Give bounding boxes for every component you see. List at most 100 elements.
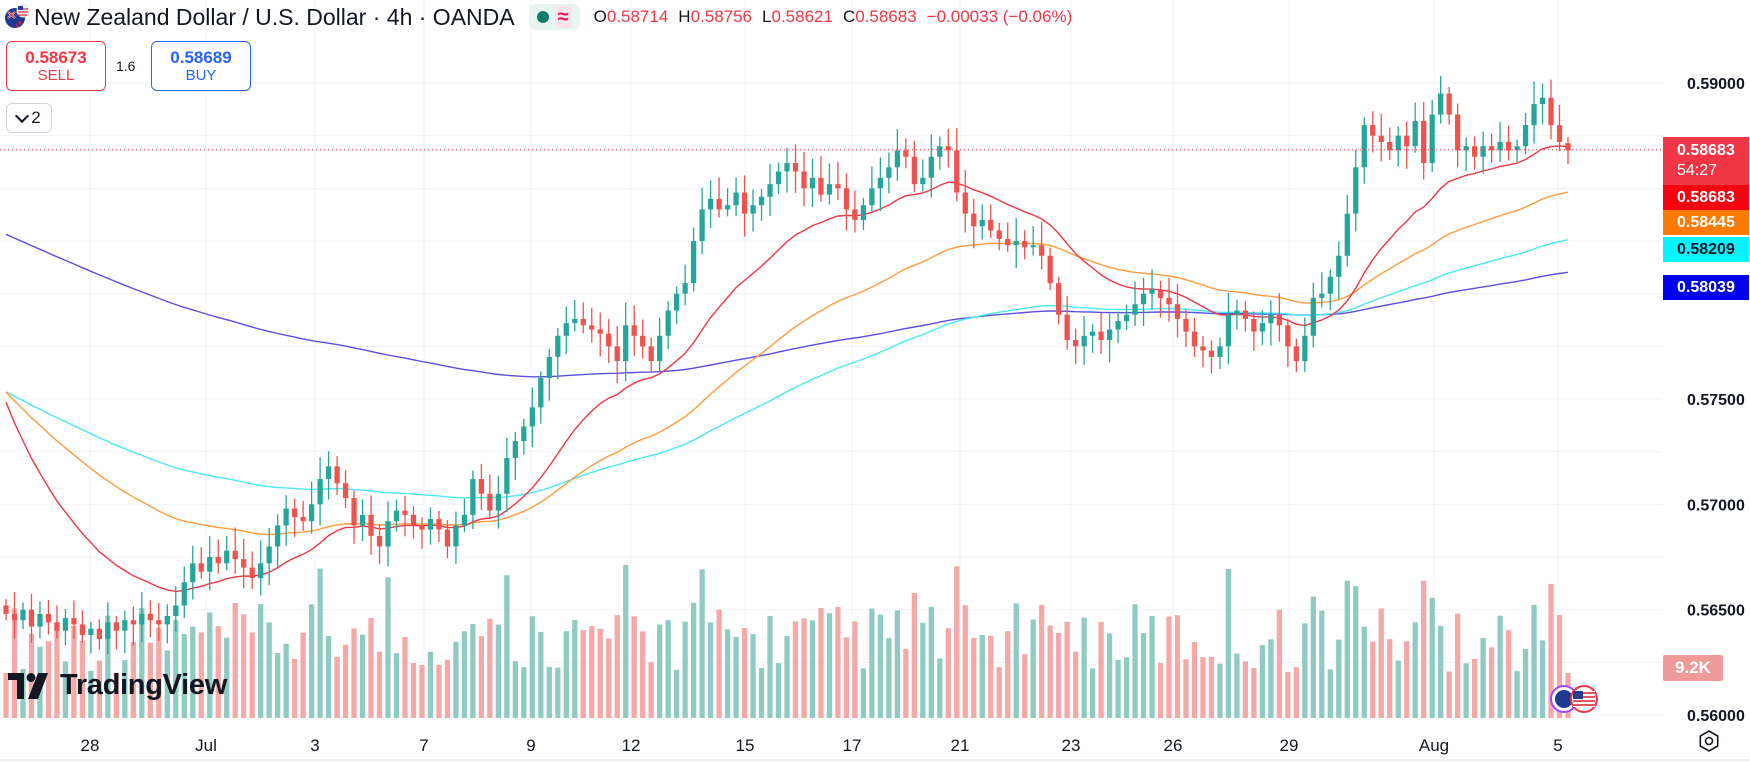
volume-bar — [690, 602, 697, 718]
volume-bar — [62, 661, 69, 718]
volume-bar — [614, 615, 620, 718]
settings-gear-icon[interactable] — [1698, 730, 1720, 752]
volume-bar — [1463, 663, 1469, 718]
candle-body — [699, 209, 705, 241]
volume-bar — [699, 569, 705, 718]
volume-bar — [903, 648, 909, 718]
candle-body — [801, 171, 807, 189]
candle-body — [1556, 125, 1563, 142]
volume-bar — [444, 659, 451, 718]
candle-body — [181, 582, 187, 606]
volume-bar — [258, 604, 264, 718]
candle-body — [623, 325, 629, 362]
candle-body — [3, 605, 9, 614]
candle-body — [606, 333, 612, 347]
volume-bar — [487, 618, 493, 718]
volume-bar — [470, 624, 476, 718]
volume-bar — [3, 673, 9, 718]
candle-body — [954, 150, 960, 193]
volume-bar — [1480, 637, 1486, 718]
candle-body — [427, 519, 434, 530]
volume-bar — [529, 616, 535, 718]
candle-body — [1251, 318, 1257, 332]
price-axis-labels: 0.59000 0.57500 0.57000 0.56500 0.56000 — [1687, 76, 1745, 725]
volume-bar — [419, 664, 425, 718]
volume-bar — [555, 667, 561, 718]
ma-mid-line — [5, 191, 1569, 536]
volume-bar — [147, 642, 153, 718]
volume-bar — [1030, 619, 1036, 718]
indicator-status-pill[interactable]: ≈ — [528, 4, 580, 30]
candle-body — [1404, 135, 1410, 147]
time-axis-label: 9 — [526, 736, 535, 755]
candle-body — [54, 622, 60, 631]
volume-bar — [1514, 671, 1520, 718]
indicators-toggle-button[interactable]: 2 — [6, 103, 52, 133]
volume-bar — [733, 636, 739, 718]
volume-bar — [623, 565, 629, 718]
candle-body — [928, 156, 934, 178]
volume-bar — [1319, 610, 1325, 718]
nzd-usd-flag-icon[interactable] — [4, 4, 30, 30]
candle-body — [784, 163, 790, 172]
volume-bar — [291, 658, 298, 718]
candle-body — [156, 620, 162, 625]
candle-body — [920, 177, 926, 185]
candlesticks — [3, 75, 1571, 655]
volume-bar — [1327, 669, 1333, 718]
volume-bar — [801, 618, 807, 718]
volume-bar — [427, 651, 434, 718]
candle-body — [393, 510, 400, 522]
buy-button[interactable]: 0.58689 BUY — [151, 41, 251, 91]
candle-body — [283, 508, 289, 526]
candle-body — [351, 498, 357, 526]
chevron-down-icon — [15, 108, 30, 123]
candle-body — [1438, 93, 1444, 115]
volume-bar — [860, 668, 867, 718]
volume-bar — [410, 663, 417, 718]
volume-bar — [937, 658, 943, 718]
volume-bar — [1089, 668, 1096, 718]
candle-body — [275, 525, 281, 547]
candle-body — [241, 559, 247, 568]
candle-body — [572, 318, 578, 324]
candle-body — [113, 622, 119, 631]
candle-body — [1378, 135, 1384, 142]
time-axis-label: 5 — [1553, 736, 1562, 755]
volume-bar — [971, 637, 977, 718]
candle-body — [504, 457, 510, 494]
candle-body — [1370, 125, 1376, 136]
candle-body — [826, 184, 833, 195]
candle-body — [1166, 297, 1172, 305]
candle-body — [894, 150, 900, 168]
sell-button[interactable]: 0.58673 SELL — [6, 41, 106, 91]
candle-body — [1539, 97, 1546, 105]
ma-long-tag: 0.58039 — [1663, 275, 1749, 300]
volume-bar — [928, 606, 934, 718]
candle-body — [538, 377, 544, 408]
symbol-title[interactable]: New Zealand Dollar / U.S. Dollar · 4h · … — [34, 3, 515, 30]
candle-body — [461, 514, 468, 526]
candle-body — [1302, 335, 1308, 362]
time-axis-label: 7 — [419, 736, 428, 755]
volume-bar — [308, 604, 315, 718]
volume-bar — [1200, 657, 1206, 718]
candle-body — [792, 163, 799, 172]
time-axis-label: 21 — [951, 736, 970, 755]
volume-bar — [1421, 580, 1427, 718]
volume-bar — [1361, 626, 1367, 718]
currency-flags-icon[interactable] — [1548, 682, 1604, 716]
volume-bar — [546, 666, 552, 718]
candle-body — [164, 615, 170, 625]
candle-body — [971, 213, 977, 227]
tradingview-logo[interactable]: TradingView — [8, 669, 227, 702]
volume-bar — [843, 637, 850, 718]
volume-bar — [1123, 657, 1130, 718]
candle-body — [1259, 323, 1266, 332]
candle-body — [657, 335, 663, 362]
volume-bar — [1531, 604, 1537, 718]
candle-body — [1191, 331, 1198, 347]
candle-body — [1471, 146, 1478, 157]
volume-bar — [1022, 654, 1028, 718]
